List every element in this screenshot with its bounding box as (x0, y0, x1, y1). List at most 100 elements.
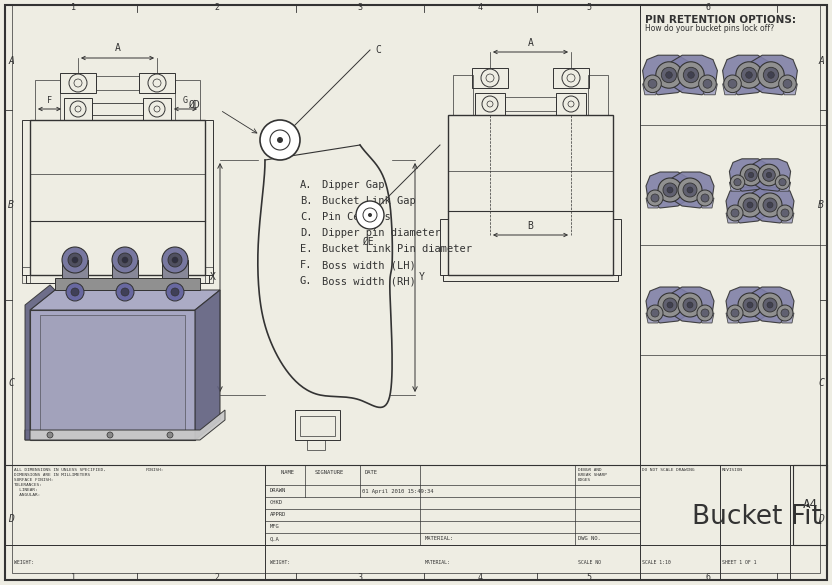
Text: E.: E. (300, 244, 313, 254)
Circle shape (687, 187, 693, 193)
Text: G.: G. (300, 276, 313, 286)
Circle shape (647, 190, 663, 206)
Text: Bucket Fit: Bucket Fit (692, 504, 822, 530)
Text: How do your bucket pins lock off?: How do your bucket pins lock off? (645, 24, 774, 33)
Polygon shape (646, 172, 692, 208)
Text: Pin Centres: Pin Centres (322, 212, 391, 222)
Bar (205, 267, 213, 283)
Circle shape (724, 75, 741, 92)
Circle shape (667, 302, 673, 308)
Text: Bucket Link Pin diameter: Bucket Link Pin diameter (322, 244, 472, 254)
Circle shape (763, 198, 777, 212)
Text: 4: 4 (478, 573, 483, 581)
Circle shape (783, 80, 792, 88)
Text: SHEET 1 OF 1: SHEET 1 OF 1 (722, 560, 756, 566)
Text: 2: 2 (214, 2, 219, 12)
Polygon shape (780, 213, 794, 223)
Polygon shape (723, 84, 738, 95)
Text: WEIGHT:: WEIGHT: (270, 560, 290, 566)
Circle shape (678, 178, 702, 202)
Circle shape (666, 72, 672, 78)
Text: REVISION: REVISION (722, 468, 743, 472)
Bar (96, 76, 139, 90)
Circle shape (658, 178, 682, 202)
Polygon shape (723, 55, 773, 95)
Text: Dipper Gap: Dipper Gap (322, 180, 384, 190)
Circle shape (648, 80, 657, 88)
Circle shape (112, 247, 138, 273)
Circle shape (735, 62, 762, 88)
Text: G: G (183, 96, 188, 105)
Bar (175, 80, 200, 120)
Circle shape (767, 302, 773, 308)
Circle shape (688, 72, 694, 78)
Text: F: F (47, 96, 52, 105)
Text: C: C (375, 45, 381, 55)
Circle shape (62, 247, 88, 273)
Circle shape (745, 72, 752, 78)
Circle shape (743, 198, 757, 212)
Circle shape (661, 67, 676, 82)
Text: Boss width (LH): Boss width (LH) (322, 260, 416, 270)
Bar (505, 97, 556, 111)
Circle shape (740, 164, 762, 186)
Circle shape (747, 302, 753, 308)
Text: CHKD: CHKD (270, 501, 283, 505)
Polygon shape (749, 159, 790, 191)
Text: D: D (818, 514, 824, 524)
Circle shape (758, 193, 782, 217)
Circle shape (277, 137, 283, 143)
Polygon shape (668, 172, 714, 208)
Polygon shape (700, 313, 714, 323)
Circle shape (777, 305, 793, 321)
Bar (613, 219, 621, 275)
Text: PIN RETENTION OPTIONS:: PIN RETENTION OPTIONS: (645, 15, 796, 25)
Text: DIMENSIONS ARE IN MILLIMETERS: DIMENSIONS ARE IN MILLIMETERS (14, 473, 90, 477)
Bar (475, 93, 505, 115)
Circle shape (730, 175, 745, 190)
Circle shape (658, 293, 682, 317)
Polygon shape (195, 290, 220, 440)
Circle shape (758, 293, 782, 317)
Bar (60, 73, 96, 93)
Text: 1: 1 (71, 573, 76, 581)
Polygon shape (642, 55, 693, 95)
Text: D.: D. (300, 228, 313, 238)
Circle shape (167, 432, 173, 438)
Polygon shape (642, 84, 658, 95)
Circle shape (781, 309, 789, 317)
Circle shape (745, 168, 757, 181)
Text: 01 April 2010 15:49:34: 01 April 2010 15:49:34 (362, 488, 433, 494)
Text: C.: C. (300, 212, 313, 222)
Circle shape (656, 62, 682, 88)
Text: MATERIAL:: MATERIAL: (425, 536, 454, 542)
Text: LINEAR:: LINEAR: (14, 488, 37, 492)
Circle shape (171, 288, 179, 296)
Text: MFG: MFG (270, 525, 280, 529)
Text: EDGES: EDGES (578, 478, 591, 482)
Circle shape (748, 173, 754, 178)
Text: B.: B. (300, 196, 313, 206)
Text: A4: A4 (803, 498, 818, 511)
Text: DWG NO.: DWG NO. (578, 536, 601, 542)
Bar (307, 440, 325, 450)
Bar (22, 120, 30, 275)
Text: Q.A: Q.A (270, 536, 280, 542)
Circle shape (663, 298, 677, 312)
Text: DO NOT SCALE DRAWING: DO NOT SCALE DRAWING (642, 468, 695, 472)
Circle shape (663, 183, 677, 197)
Bar (588, 75, 608, 115)
Text: A: A (818, 56, 824, 66)
Circle shape (731, 309, 739, 317)
Polygon shape (726, 313, 740, 323)
Bar (553, 68, 589, 88)
Text: A: A (8, 56, 14, 66)
Text: Dipper pin diameter: Dipper pin diameter (322, 228, 441, 238)
Circle shape (644, 75, 661, 92)
Text: ALL DIMENSIONS IN UNLESS SPECIFIED,: ALL DIMENSIONS IN UNLESS SPECIFIED, (14, 468, 106, 472)
Text: 2: 2 (214, 573, 219, 581)
Bar (556, 93, 586, 115)
Bar (64, 98, 92, 120)
Bar (440, 219, 448, 275)
Circle shape (767, 202, 773, 208)
